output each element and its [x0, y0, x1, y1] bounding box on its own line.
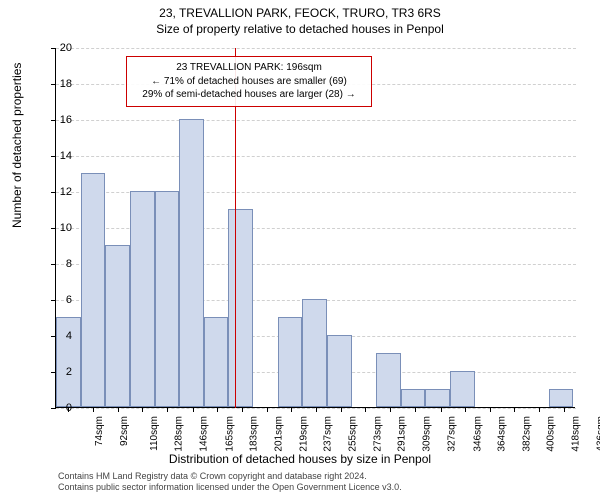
- x-tick: [564, 407, 565, 412]
- annotation-line: 23 TREVALLION PARK: 196sqm: [133, 61, 365, 75]
- x-tick-label: 110sqm: [148, 416, 159, 451]
- y-tick: [51, 120, 56, 121]
- histogram-bar: [549, 389, 574, 407]
- x-tick-label: 400sqm: [546, 416, 557, 452]
- x-tick-label: 165sqm: [224, 416, 235, 452]
- grid-line: [56, 156, 576, 157]
- histogram-bar: [327, 335, 352, 407]
- x-tick: [316, 407, 317, 412]
- x-tick-label: 74sqm: [94, 416, 105, 446]
- chart-container: 23, TREVALLION PARK, FEOCK, TRURO, TR3 6…: [0, 0, 600, 500]
- x-tick-label: 309sqm: [421, 416, 432, 452]
- y-tick: [51, 48, 56, 49]
- x-tick: [142, 407, 143, 412]
- histogram-bar: [450, 371, 475, 407]
- histogram-bar: [278, 317, 303, 407]
- x-tick: [490, 407, 491, 412]
- y-tick: [51, 228, 56, 229]
- histogram-bar: [179, 119, 204, 407]
- x-tick: [242, 407, 243, 412]
- histogram-bar: [130, 191, 155, 407]
- histogram-bar: [425, 389, 450, 407]
- x-tick-label: 291sqm: [397, 416, 408, 452]
- histogram-bar: [105, 245, 130, 407]
- x-tick-label: 255sqm: [348, 416, 359, 452]
- histogram-bar: [376, 353, 401, 407]
- histogram-bar: [155, 191, 180, 407]
- x-tick-label: 128sqm: [174, 416, 185, 452]
- x-axis-label: Distribution of detached houses by size …: [0, 452, 600, 466]
- y-tick-label: 4: [66, 330, 72, 342]
- annotation-line: 29% of semi-detached houses are larger (…: [133, 88, 365, 102]
- histogram-bar: [401, 389, 426, 407]
- x-tick: [441, 407, 442, 412]
- x-tick-label: 92sqm: [119, 416, 130, 446]
- title-sub: Size of property relative to detached ho…: [0, 20, 600, 36]
- y-tick-label: 18: [60, 78, 72, 90]
- histogram-bar: [228, 209, 253, 407]
- annotation-box: 23 TREVALLION PARK: 196sqm← 71% of detac…: [126, 56, 372, 107]
- y-tick: [51, 84, 56, 85]
- y-tick-label: 2: [66, 366, 72, 378]
- x-tick: [291, 407, 292, 412]
- footer-line-1: Contains HM Land Registry data © Crown c…: [58, 471, 402, 483]
- footer-line-2: Contains public sector information licen…: [58, 482, 402, 494]
- x-tick-label: 146sqm: [198, 416, 209, 452]
- y-tick: [51, 300, 56, 301]
- x-tick-label: 237sqm: [323, 416, 334, 452]
- y-tick-label: 0: [66, 402, 72, 414]
- y-tick-label: 14: [60, 150, 72, 162]
- x-tick-label: 346sqm: [472, 416, 483, 452]
- x-tick: [118, 407, 119, 412]
- y-tick: [51, 264, 56, 265]
- x-tick-label: 273sqm: [372, 416, 383, 452]
- x-tick-label: 382sqm: [521, 416, 532, 452]
- y-tick-label: 10: [60, 222, 72, 234]
- histogram-bar: [81, 173, 106, 407]
- x-tick: [217, 407, 218, 412]
- grid-line: [56, 120, 576, 121]
- x-tick: [93, 407, 94, 412]
- chart-area: 23 TREVALLION PARK: 196sqm← 71% of detac…: [55, 48, 575, 408]
- x-tick-label: 418sqm: [571, 416, 582, 452]
- x-tick-label: 201sqm: [274, 416, 285, 452]
- y-tick-label: 16: [60, 114, 72, 126]
- x-tick-label: 183sqm: [249, 416, 260, 452]
- x-tick: [539, 407, 540, 412]
- x-tick: [415, 407, 416, 412]
- y-tick: [51, 408, 56, 409]
- title-main: 23, TREVALLION PARK, FEOCK, TRURO, TR3 6…: [0, 0, 600, 20]
- y-tick-label: 20: [60, 42, 72, 54]
- x-tick: [390, 407, 391, 412]
- footer-attribution: Contains HM Land Registry data © Crown c…: [58, 471, 402, 494]
- x-tick: [193, 407, 194, 412]
- y-tick-label: 6: [66, 294, 72, 306]
- grid-line: [56, 48, 576, 49]
- x-tick-label: 364sqm: [497, 416, 508, 452]
- histogram-bar: [302, 299, 327, 407]
- y-tick-label: 12: [60, 186, 72, 198]
- x-tick: [514, 407, 515, 412]
- x-tick-label: 327sqm: [446, 416, 457, 452]
- y-tick-label: 8: [66, 258, 72, 270]
- x-tick: [267, 407, 268, 412]
- y-tick: [51, 156, 56, 157]
- plot-region: 23 TREVALLION PARK: 196sqm← 71% of detac…: [55, 48, 575, 408]
- x-tick-label: 436sqm: [595, 416, 600, 452]
- annotation-line: ← 71% of detached houses are smaller (69…: [133, 75, 365, 89]
- histogram-bar: [204, 317, 229, 407]
- x-tick: [465, 407, 466, 412]
- y-tick: [51, 192, 56, 193]
- x-tick: [167, 407, 168, 412]
- x-tick: [341, 407, 342, 412]
- x-tick: [365, 407, 366, 412]
- x-tick-label: 219sqm: [298, 416, 309, 452]
- y-axis-label: Number of detached properties: [10, 63, 24, 228]
